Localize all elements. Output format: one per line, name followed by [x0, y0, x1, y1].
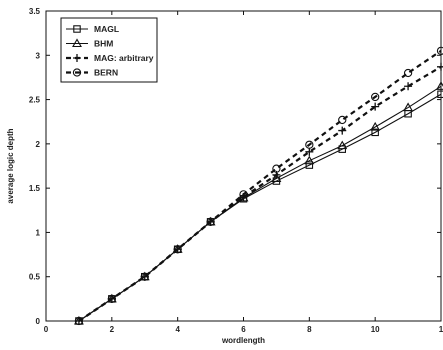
series-bhm — [73, 81, 443, 325]
data-point-plus — [140, 272, 149, 281]
data-point-plus — [305, 147, 314, 156]
data-point-circle — [436, 46, 443, 56]
data-point-triangle — [370, 121, 381, 131]
data-point-plus — [437, 62, 443, 71]
data-point-circle — [305, 140, 314, 149]
data-point-square — [73, 25, 81, 33]
legend-label: BERN — [94, 68, 118, 78]
x-tick-label: 6 — [241, 325, 246, 334]
data-point-circle — [371, 92, 380, 102]
data-point-plus — [371, 102, 380, 111]
data-point-triangle — [337, 140, 348, 150]
legend-label: MAG: arbitrary — [94, 53, 154, 63]
x-axis-title: wordlength — [221, 336, 265, 345]
data-point-circle — [72, 68, 82, 77]
data-point-square — [371, 128, 379, 137]
x-tick-label: 0 — [44, 325, 49, 334]
data-point-circle — [239, 190, 248, 199]
data-point-circle — [140, 272, 149, 281]
data-point-triangle — [436, 81, 443, 90]
series-line — [78, 49, 442, 322]
legend-item: MAGL — [66, 24, 119, 34]
data-point-square — [437, 90, 443, 99]
legend-label: BHM — [94, 39, 113, 49]
data-point-triangle — [72, 38, 82, 48]
data-point-triangle — [304, 155, 315, 165]
y-tick-label: 1 — [36, 228, 41, 237]
x-tick-label: 1 — [439, 325, 443, 334]
x-tick-label: 2 — [110, 325, 115, 334]
data-point-plus — [173, 245, 182, 254]
series-magl — [75, 90, 443, 325]
axis-ticks: 0 2 4 6 8 10 100.511.522.533.5 — [29, 7, 443, 334]
data-point-circle — [173, 245, 182, 254]
y-tick-label: 3 — [36, 51, 41, 60]
data-point-plus — [73, 54, 81, 62]
legend-item: BERN — [66, 68, 118, 78]
y-tick-label: 2 — [36, 140, 41, 149]
legend-item: BHM — [66, 38, 113, 49]
y-tick-label: 0.5 — [29, 273, 41, 282]
data-point-circle — [74, 316, 84, 326]
legend: MAGL BHM MAG: arbitrary BERN — [60, 17, 158, 83]
data-point-circle — [403, 68, 413, 78]
data-point-triangle — [271, 173, 282, 182]
y-tick-label: 0 — [36, 317, 41, 326]
data-point-circle — [272, 164, 281, 173]
data-point-plus — [404, 82, 413, 91]
y-tick-label: 1.5 — [29, 184, 41, 193]
legend-label: MAGL — [94, 24, 119, 34]
data-point-triangle — [403, 102, 414, 112]
data-point-circle — [338, 115, 347, 125]
x-tick-label: 4 — [175, 325, 180, 334]
data-point-square — [305, 161, 314, 169]
series-line — [78, 93, 442, 322]
series-mag-arbitrary — [74, 62, 443, 325]
data-point-circle — [206, 217, 215, 226]
series-line — [78, 85, 442, 322]
series-bern — [74, 46, 443, 326]
data-point-circle — [107, 294, 116, 304]
data-point-plus — [338, 126, 347, 135]
y-axis-title: average logic depth — [6, 128, 15, 203]
y-tick-label: 2.5 — [29, 96, 41, 105]
legend-item: MAG: arbitrary — [66, 53, 154, 63]
y-tick-label: 3.5 — [29, 7, 41, 16]
x-tick-label: 8 — [307, 325, 312, 334]
x-tick-label: 10 — [371, 325, 380, 334]
series-line — [78, 65, 442, 322]
